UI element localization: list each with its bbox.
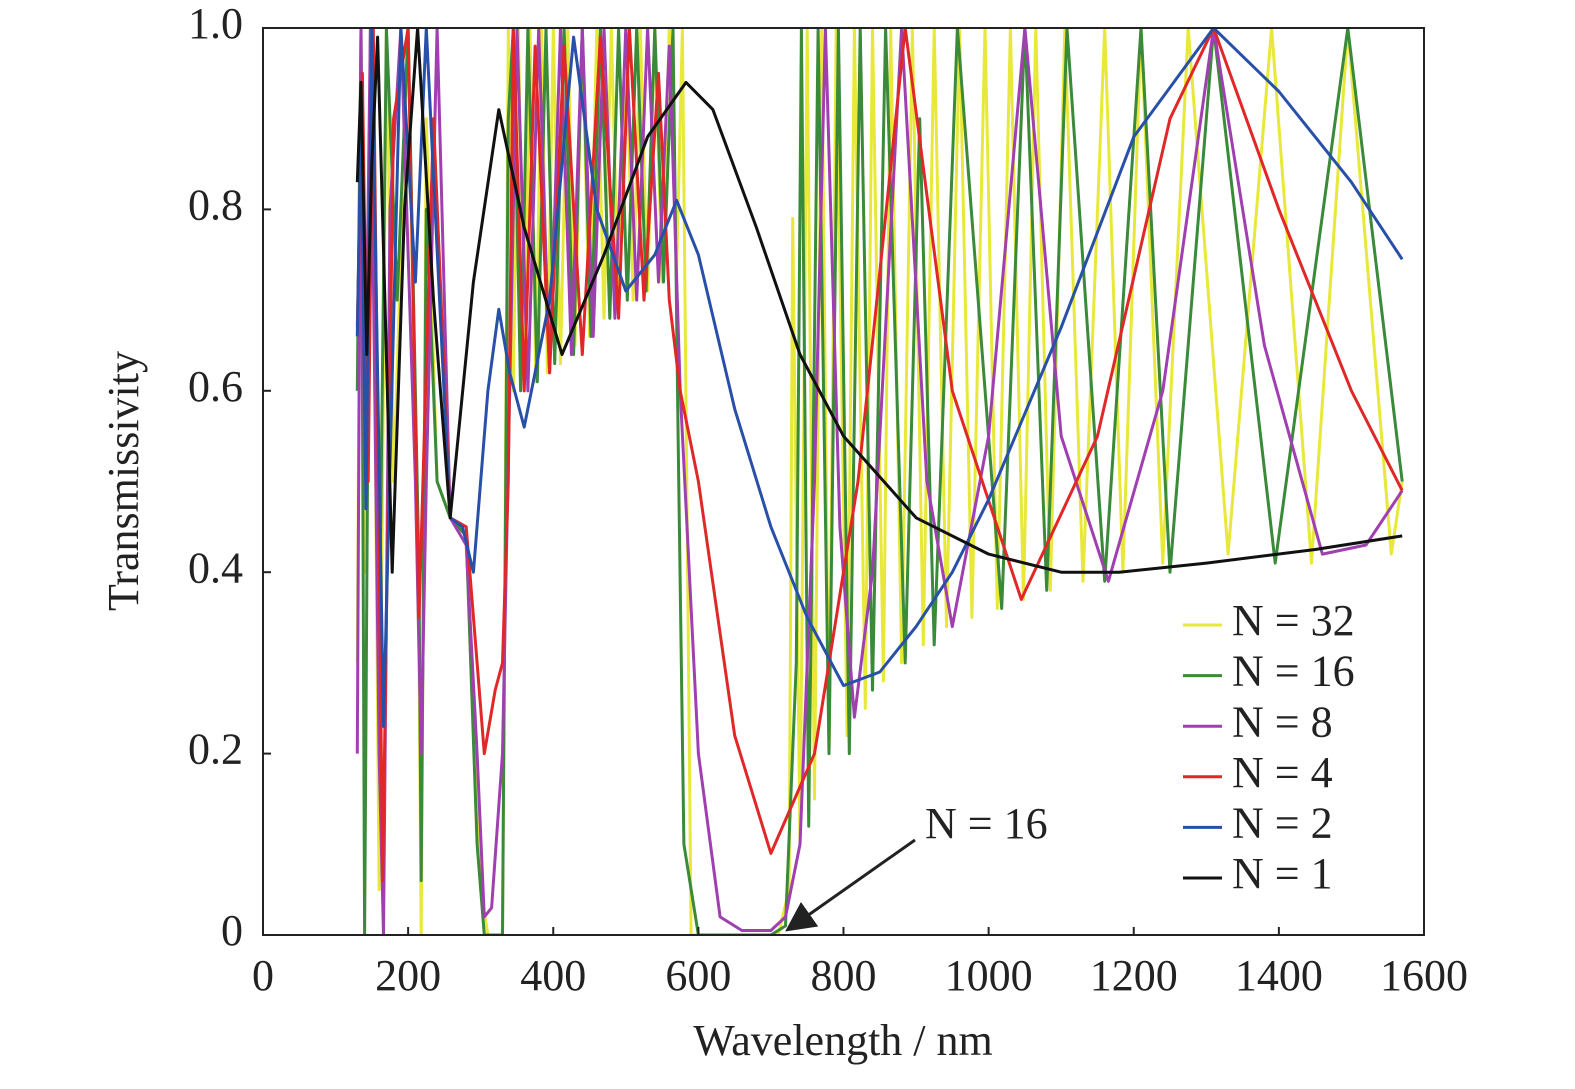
x-tick-label: 1000 (945, 951, 1033, 1000)
x-tick-label: 1600 (1380, 951, 1468, 1000)
y-tick-label: 0.2 (188, 725, 243, 774)
legend-label: N = 1 (1232, 849, 1333, 898)
legend-label: N = 16 (1232, 647, 1355, 696)
annotation-arrow (785, 838, 916, 932)
legend-label: N = 2 (1232, 798, 1333, 847)
y-axis-label: Transmissivity (99, 351, 148, 611)
y-tick-label: 0.8 (188, 180, 243, 229)
x-tick-label: 200 (375, 951, 441, 1000)
series-line (355, 28, 1404, 935)
x-tick-label: 600 (665, 951, 731, 1000)
plot-lines (355, 28, 1404, 935)
x-axis-label: Wavelength / nm (693, 1016, 993, 1065)
legend-label: N = 4 (1232, 748, 1333, 797)
series-line (355, 28, 1404, 883)
x-tick-label: 1200 (1090, 951, 1178, 1000)
legend-label: N = 32 (1232, 596, 1355, 645)
series-line (355, 28, 1403, 574)
x-tick-label: 0 (252, 951, 274, 1000)
y-tick-label: 0 (221, 906, 243, 955)
x-tick-label: 400 (520, 951, 586, 1000)
x-tick-label: 1400 (1235, 951, 1323, 1000)
x-tick-label: 800 (811, 951, 877, 1000)
annotation: N = 16 (925, 799, 1048, 848)
y-tick-label: 0.6 (188, 362, 243, 411)
series-line (355, 28, 1404, 935)
y-tick-label: 1.0 (188, 0, 243, 48)
series-line (355, 28, 1404, 728)
legend-label: N = 8 (1232, 697, 1333, 746)
y-tick-label: 0.4 (188, 543, 243, 592)
